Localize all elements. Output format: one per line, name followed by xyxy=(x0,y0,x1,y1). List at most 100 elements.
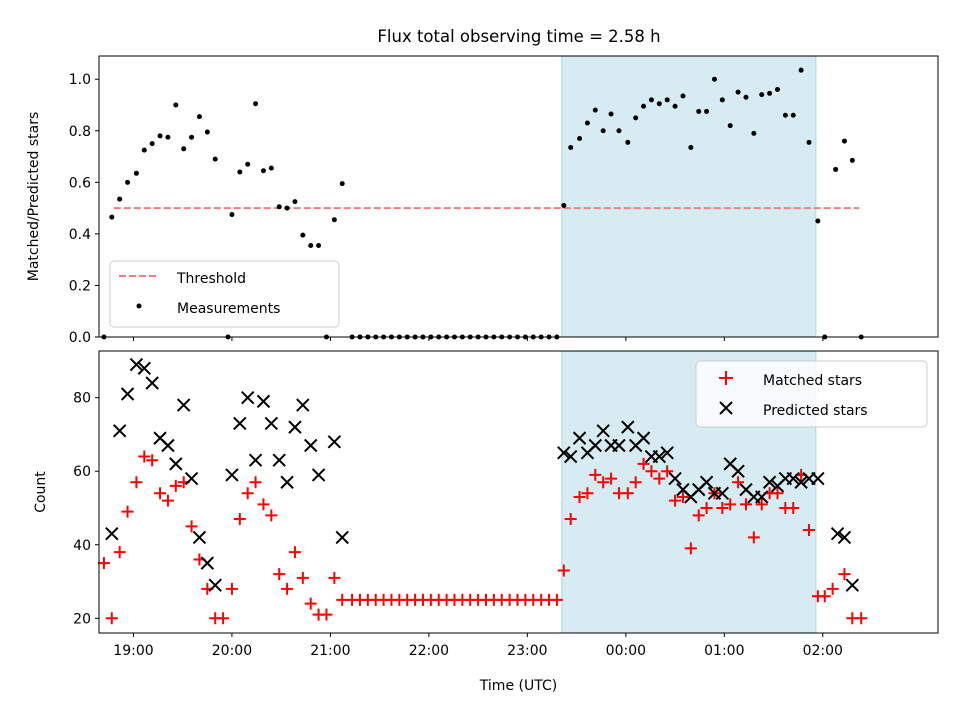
count-legend: Matched stars Predicted stars xyxy=(695,360,928,428)
predicted-star-point xyxy=(557,446,571,460)
predicted-star-point xyxy=(621,420,635,434)
matched-star-point xyxy=(755,498,768,511)
legend-matched-label: Matched stars xyxy=(763,373,862,389)
matched-star-point xyxy=(138,450,151,463)
legend-matched-swatch xyxy=(719,371,733,385)
predicted-star-point xyxy=(845,578,860,592)
time-x-tick-label: 20:00 xyxy=(212,643,252,659)
matched-star-point xyxy=(113,546,126,559)
ratio-y-tick-label: 0.2 xyxy=(69,278,91,294)
predicted-star-point xyxy=(311,468,326,482)
matched-star-point xyxy=(233,513,246,526)
measurement-point xyxy=(577,135,583,141)
matched-star-point xyxy=(146,454,159,467)
predicted-star-point xyxy=(264,416,279,431)
measurement-point xyxy=(125,179,131,185)
matched-star-point xyxy=(700,501,713,514)
predicted-star-point xyxy=(184,471,199,486)
ratio-y-tick-label: 0.6 xyxy=(69,175,91,191)
predicted-star-point xyxy=(192,530,207,545)
matched-star-point xyxy=(855,612,868,625)
matched-star-point xyxy=(605,472,618,485)
measurement-point xyxy=(165,134,171,140)
matched-star-point xyxy=(838,568,851,581)
matched-star-point xyxy=(225,582,238,595)
measurement-point xyxy=(735,89,741,95)
predicted-star-point xyxy=(715,486,730,500)
matched-star-point xyxy=(557,564,570,577)
matched-star-point xyxy=(802,524,815,537)
measurement-point xyxy=(189,134,195,140)
predicted-star-point xyxy=(596,424,610,438)
predicted-star-point xyxy=(233,416,247,431)
matched-star-point xyxy=(589,468,602,481)
predicted-star-point xyxy=(762,475,777,489)
measurement-point xyxy=(157,133,163,139)
predicted-star-point xyxy=(699,475,714,489)
predicted-star-point xyxy=(200,556,215,570)
predicted-star-point xyxy=(811,471,825,486)
observing-window-shade xyxy=(561,55,817,338)
measurement-point xyxy=(196,114,202,120)
predicted-star-point xyxy=(280,475,294,489)
matched-star-point xyxy=(787,501,800,514)
predicted-star-point xyxy=(296,398,310,412)
measurement-point xyxy=(212,156,218,162)
count-axes-frame xyxy=(98,350,939,634)
time-x-tick-label: 21:00 xyxy=(310,643,350,659)
count-y-tick-label: 80 xyxy=(73,391,91,407)
ratio-legend-box xyxy=(109,260,340,328)
matched-star-point xyxy=(130,476,143,489)
measurement-point xyxy=(641,103,647,109)
predicted-star-point xyxy=(176,398,191,412)
count-y-tick-label: 20 xyxy=(73,611,91,627)
matched-star-point xyxy=(320,608,333,621)
matched-star-point xyxy=(818,590,831,603)
predicted-star-point xyxy=(794,475,808,489)
measurement-point xyxy=(616,128,622,134)
matched-star-point xyxy=(724,498,737,511)
measurement-point xyxy=(253,101,259,107)
measurement-point xyxy=(672,103,678,109)
predicted-star-point xyxy=(612,438,626,453)
measurement-point xyxy=(759,92,765,98)
predicted-star-point xyxy=(169,457,183,471)
count-y-tick-label: 60 xyxy=(73,464,91,480)
matched-star-point xyxy=(105,612,118,625)
predicted-star-point xyxy=(335,530,349,545)
measurement-point xyxy=(719,97,725,103)
measurement-point xyxy=(584,120,590,126)
time-x-tick-label: 23:00 xyxy=(507,643,547,659)
count-y-tick-label: 40 xyxy=(73,538,91,554)
measurement-point xyxy=(204,129,210,135)
matched-star-point xyxy=(296,571,309,584)
figure-title: Flux total observing time = 2.58 h xyxy=(377,27,660,46)
legend-predicted-label: Predicted stars xyxy=(763,403,868,419)
measurement-point xyxy=(751,130,757,136)
matched-star-point xyxy=(265,509,278,522)
predicted-star-point xyxy=(112,424,127,438)
predicted-star-point xyxy=(786,471,800,486)
ratio-y-tick-label: 0.8 xyxy=(69,124,91,140)
ratio-y-tick-label: 1.0 xyxy=(69,72,91,88)
matched-star-point xyxy=(564,513,577,526)
measurement-point xyxy=(245,161,251,167)
matched-star-point xyxy=(573,490,586,503)
matched-star-point xyxy=(669,494,682,507)
measurement-point xyxy=(133,170,139,176)
predicted-star-point xyxy=(563,449,578,464)
matched-star-point xyxy=(161,494,174,507)
matched-star-point xyxy=(581,487,594,500)
measurement-point xyxy=(633,115,639,121)
measurement-point xyxy=(561,203,567,209)
measurement-point xyxy=(841,138,847,144)
matched-star-point xyxy=(692,509,705,522)
measurement-point xyxy=(600,128,606,134)
legend-predicted-swatch xyxy=(719,401,733,415)
measurement-point xyxy=(268,165,274,171)
matched-star-point xyxy=(637,457,650,470)
measurement-point xyxy=(648,97,654,103)
count-axis-ticks: 20 40 60 80 19:00 20:00 21:00 22:00 23:00 00:00 01… xyxy=(73,391,843,659)
time-x-axis-label: Time (UTC) xyxy=(479,678,557,694)
measurement-point xyxy=(664,97,670,103)
